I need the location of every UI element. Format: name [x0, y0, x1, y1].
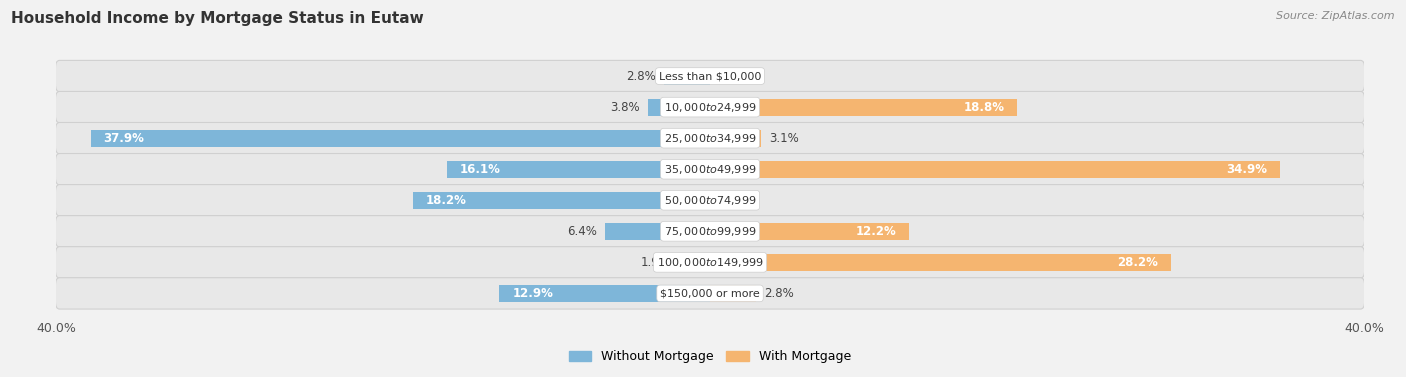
Legend: Without Mortgage, With Mortgage: Without Mortgage, With Mortgage [564, 345, 856, 368]
Text: 34.9%: 34.9% [1226, 163, 1267, 176]
Text: 0.0%: 0.0% [718, 194, 748, 207]
Bar [710, 98, 1018, 116]
Text: Source: ZipAtlas.com: Source: ZipAtlas.com [1277, 11, 1395, 21]
Text: $75,000 to $99,999: $75,000 to $99,999 [664, 225, 756, 238]
Bar [710, 285, 756, 302]
FancyBboxPatch shape [55, 153, 1365, 185]
Text: 28.2%: 28.2% [1116, 256, 1159, 269]
Text: 37.9%: 37.9% [104, 132, 145, 145]
Text: 12.9%: 12.9% [512, 287, 553, 300]
Text: 3.8%: 3.8% [610, 101, 640, 113]
Text: 18.8%: 18.8% [963, 101, 1004, 113]
Text: 3.1%: 3.1% [769, 132, 799, 145]
Bar [710, 161, 1281, 178]
Text: 6.4%: 6.4% [568, 225, 598, 238]
Text: 2.8%: 2.8% [626, 70, 657, 83]
FancyBboxPatch shape [55, 278, 1365, 309]
Bar [447, 161, 710, 178]
Bar [90, 130, 710, 147]
Bar [710, 223, 910, 240]
FancyBboxPatch shape [55, 92, 1365, 123]
Bar [710, 130, 761, 147]
Text: $25,000 to $34,999: $25,000 to $34,999 [664, 132, 756, 145]
Text: 18.2%: 18.2% [426, 194, 467, 207]
Bar [664, 67, 710, 84]
FancyBboxPatch shape [55, 60, 1365, 92]
Text: $35,000 to $49,999: $35,000 to $49,999 [664, 163, 756, 176]
Text: 12.2%: 12.2% [856, 225, 897, 238]
Bar [710, 254, 1171, 271]
Text: Household Income by Mortgage Status in Eutaw: Household Income by Mortgage Status in E… [11, 11, 425, 26]
Text: $150,000 or more: $150,000 or more [661, 288, 759, 298]
Bar [606, 223, 710, 240]
Text: $10,000 to $24,999: $10,000 to $24,999 [664, 101, 756, 113]
Text: 2.8%: 2.8% [763, 287, 794, 300]
Text: 1.9%: 1.9% [641, 256, 671, 269]
FancyBboxPatch shape [55, 123, 1365, 154]
Text: 16.1%: 16.1% [460, 163, 501, 176]
Bar [499, 285, 710, 302]
Text: 0.0%: 0.0% [718, 70, 748, 83]
Text: $50,000 to $74,999: $50,000 to $74,999 [664, 194, 756, 207]
FancyBboxPatch shape [55, 247, 1365, 278]
Text: $100,000 to $149,999: $100,000 to $149,999 [657, 256, 763, 269]
Bar [679, 254, 710, 271]
FancyBboxPatch shape [55, 185, 1365, 216]
FancyBboxPatch shape [55, 216, 1365, 247]
Bar [648, 98, 710, 116]
Text: Less than $10,000: Less than $10,000 [659, 71, 761, 81]
Bar [412, 192, 710, 209]
